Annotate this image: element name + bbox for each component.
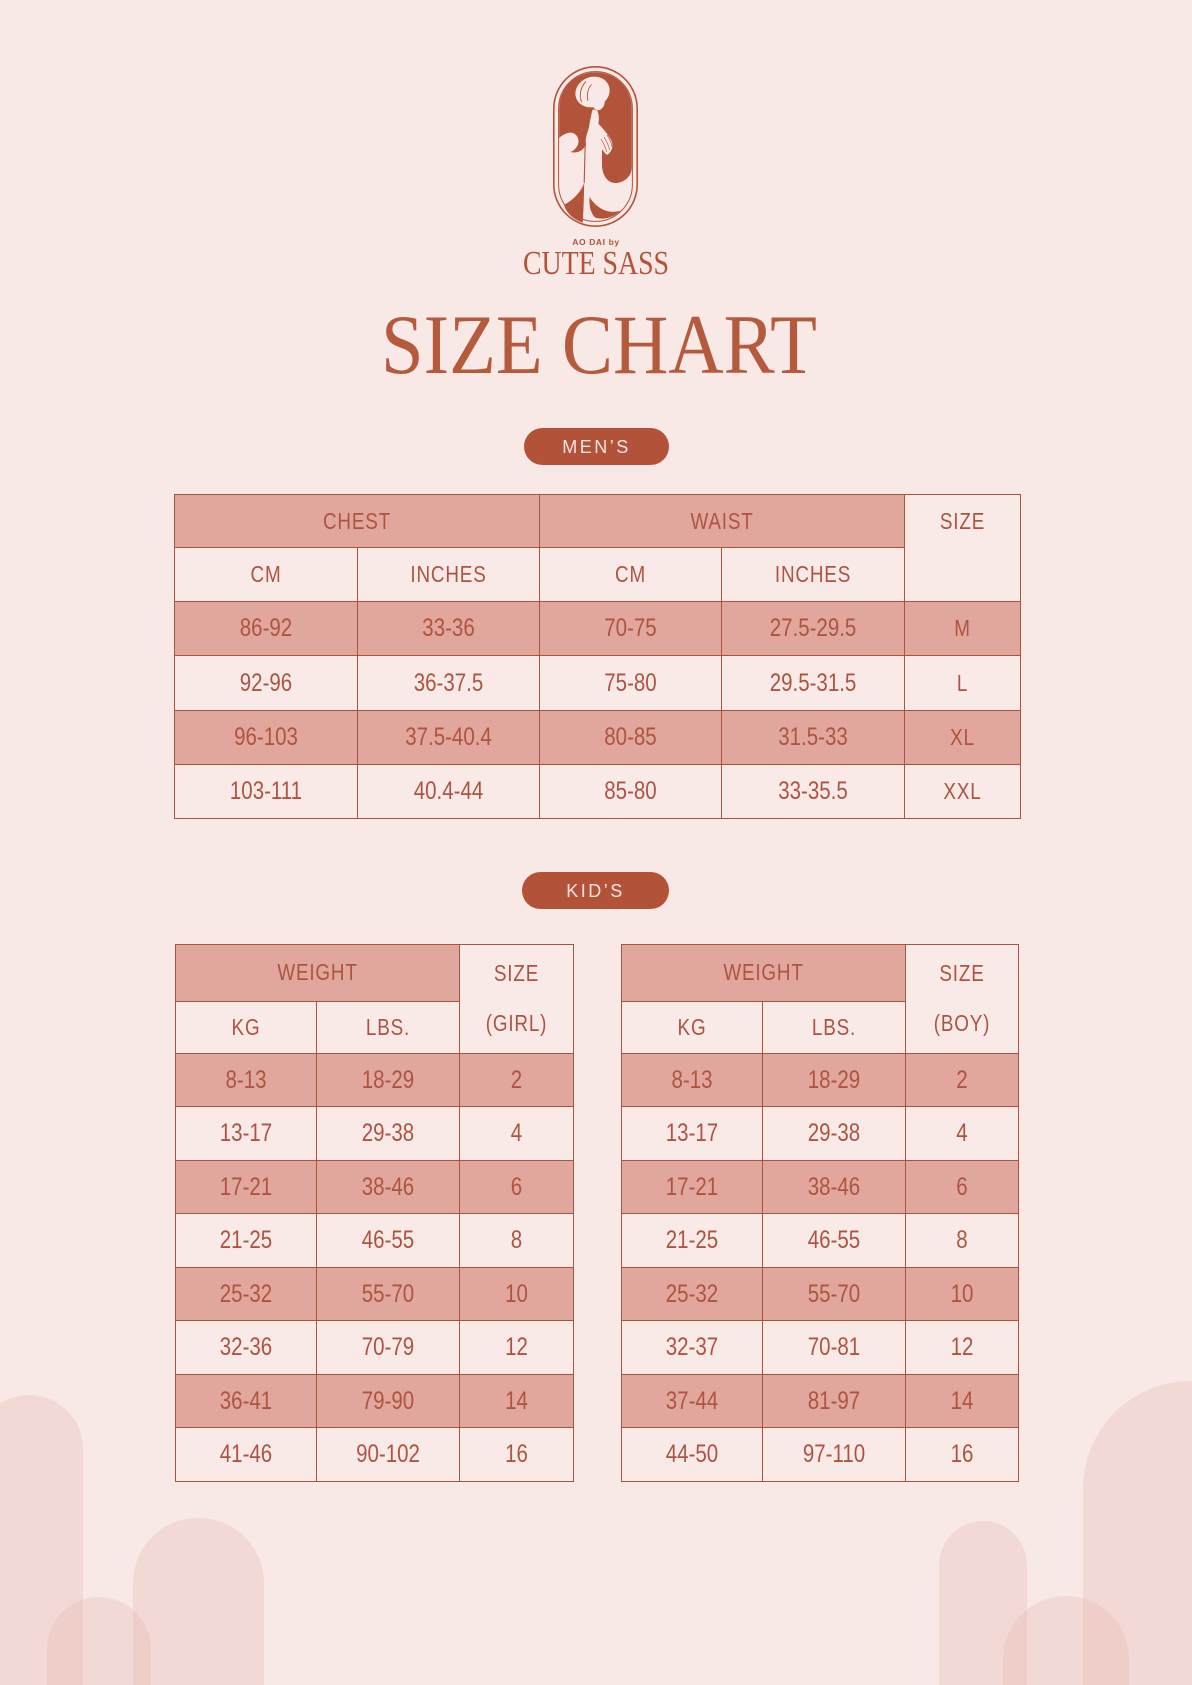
svg-text:SIZE CHART: SIZE CHART [381, 300, 817, 380]
svg-text:CUTE SASS: CUTE SASS [523, 248, 669, 278]
